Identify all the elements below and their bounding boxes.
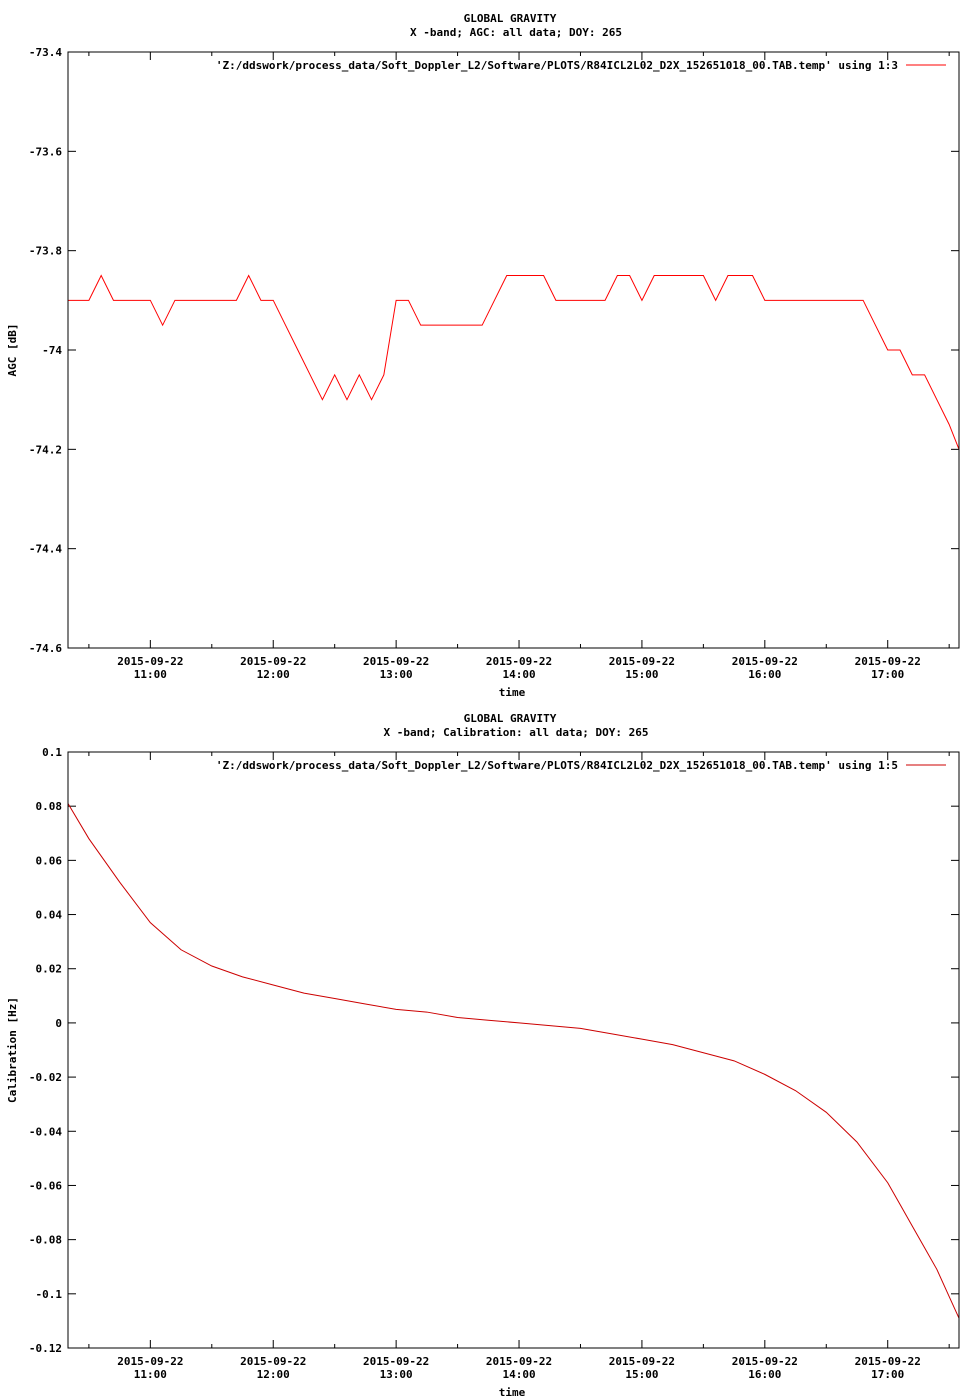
calibration-y-tick-label: 0.04 xyxy=(36,909,63,922)
calibration-x-tick-time: 14:00 xyxy=(502,1368,535,1381)
agc-y-tick-label: -73.4 xyxy=(29,46,62,59)
calibration-x-tick-time: 15:00 xyxy=(625,1368,658,1381)
calibration-plot: GLOBAL GRAVITY X -band; Calibration: all… xyxy=(6,712,960,1399)
calibration-series-line xyxy=(67,803,960,1319)
calibration-y-tick-label: 0.06 xyxy=(36,854,63,867)
calibration-x-tick-date: 2015-09-22 xyxy=(240,1355,306,1368)
calibration-title: GLOBAL GRAVITY xyxy=(464,712,557,725)
calibration-x-tick-date: 2015-09-22 xyxy=(609,1355,675,1368)
calibration-x-tick-date: 2015-09-22 xyxy=(363,1355,429,1368)
agc-x-tick-date: 2015-09-22 xyxy=(240,655,306,668)
agc-x-tick-time: 12:00 xyxy=(257,668,290,681)
calibration-x-tick-time: 17:00 xyxy=(871,1368,904,1381)
agc-y-tick-label: -74.6 xyxy=(29,642,62,655)
agc-legend-label: 'Z:/ddswork/process_data/Soft_Doppler_L2… xyxy=(216,59,898,72)
agc-plot-frame xyxy=(67,51,960,649)
calibration-subtitle: X -band; Calibration: all data; DOY: 265 xyxy=(384,726,649,739)
agc-series-line xyxy=(68,274,960,450)
calibration-x-tick-date: 2015-09-22 xyxy=(855,1355,921,1368)
calibration-x-tick-time: 12:00 xyxy=(257,1368,290,1381)
agc-axis-ticks: -73.4 -73.6 -73.8 -74 -74.2 -74.4 -74.6 2015-09… xyxy=(29,46,959,681)
agc-y-tick-label: -74.4 xyxy=(29,543,62,556)
calibration-y-axis-label: Calibration [Hz] xyxy=(6,997,19,1103)
calibration-y-tick-label: 0.1 xyxy=(42,746,62,759)
agc-x-axis-label: time xyxy=(499,686,526,699)
calibration-x-tick-time: 16:00 xyxy=(748,1368,781,1381)
agc-y-tick-label: -73.8 xyxy=(29,245,62,258)
calibration-y-tick-label: -0.06 xyxy=(29,1179,62,1192)
agc-x-tick-time: 15:00 xyxy=(625,668,658,681)
calibration-x-tick-time: 11:00 xyxy=(134,1368,167,1381)
calibration-x-tick-date: 2015-09-22 xyxy=(732,1355,798,1368)
agc-x-tick-date: 2015-09-22 xyxy=(117,655,183,668)
agc-x-tick-time: 11:00 xyxy=(134,668,167,681)
agc-x-tick-time: 13:00 xyxy=(380,668,413,681)
agc-x-tick-time: 17:00 xyxy=(871,668,904,681)
calibration-x-axis-label: time xyxy=(499,1386,526,1399)
calibration-axis-ticks: 0.1 0.08 0.06 0.04 0.02 0 -0.02 -0.04 -0.06 -0.08… xyxy=(29,746,959,1381)
calibration-legend-label: 'Z:/ddswork/process_data/Soft_Doppler_L2… xyxy=(216,759,898,772)
calibration-y-tick-label: 0 xyxy=(55,1017,62,1030)
calibration-y-tick-label: -0.12 xyxy=(29,1342,62,1355)
calibration-y-tick-label: -0.04 xyxy=(29,1125,62,1138)
agc-x-tick-time: 14:00 xyxy=(502,668,535,681)
calibration-plot-frame xyxy=(67,751,960,1349)
agc-x-tick-date: 2015-09-22 xyxy=(486,655,552,668)
agc-y-tick-label: -73.6 xyxy=(29,145,62,158)
agc-x-tick-time: 16:00 xyxy=(748,668,781,681)
calibration-series-group xyxy=(67,803,960,1319)
agc-plot: GLOBAL GRAVITY X -band; AGC: all data; D… xyxy=(6,12,960,699)
agc-y-tick-label: -74 xyxy=(42,344,62,357)
calibration-x-tick-date: 2015-09-22 xyxy=(117,1355,183,1368)
agc-x-tick-date: 2015-09-22 xyxy=(609,655,675,668)
agc-y-axis-label: AGC [dB] xyxy=(6,324,19,377)
calibration-y-tick-label: 0.08 xyxy=(36,800,63,813)
agc-x-tick-date: 2015-09-22 xyxy=(855,655,921,668)
calibration-y-tick-label: -0.02 xyxy=(29,1071,62,1084)
agc-x-tick-date: 2015-09-22 xyxy=(363,655,429,668)
calibration-x-tick-time: 13:00 xyxy=(380,1368,413,1381)
calibration-y-tick-label: -0.08 xyxy=(29,1234,62,1247)
agc-series-group xyxy=(68,274,960,450)
agc-subtitle: X -band; AGC: all data; DOY: 265 xyxy=(410,26,622,39)
agc-y-tick-label: -74.2 xyxy=(29,443,62,456)
calibration-y-tick-label: -0.1 xyxy=(36,1288,63,1301)
agc-x-tick-date: 2015-09-22 xyxy=(732,655,798,668)
calibration-x-tick-date: 2015-09-22 xyxy=(486,1355,552,1368)
calibration-y-tick-label: 0.02 xyxy=(36,963,63,976)
agc-title: GLOBAL GRAVITY xyxy=(464,12,557,25)
